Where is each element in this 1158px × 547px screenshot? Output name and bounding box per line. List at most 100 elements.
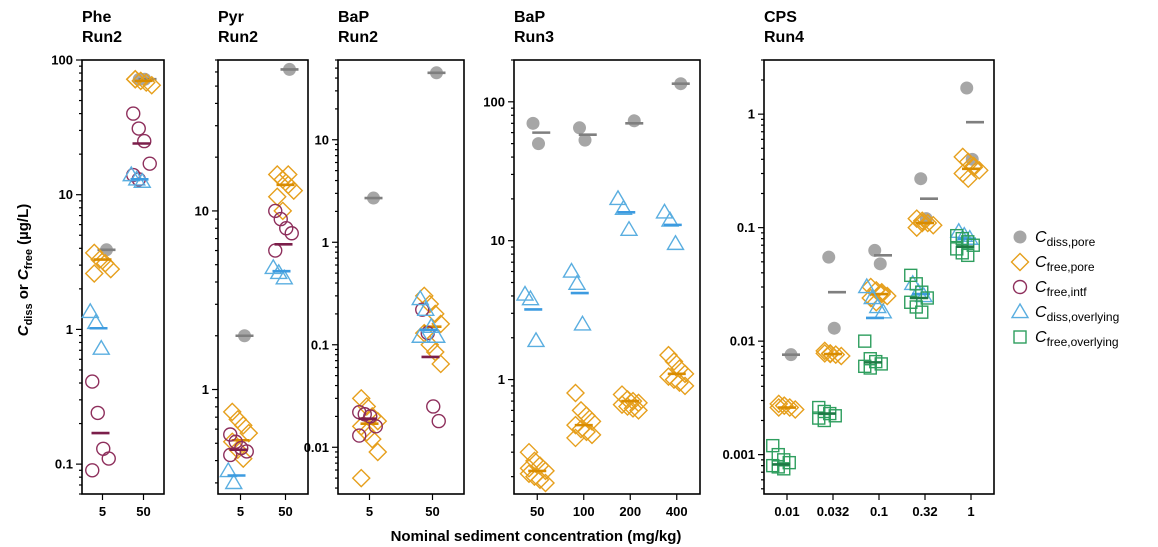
data-point-free-pore (233, 449, 253, 469)
data-point-free-intf (431, 413, 446, 429)
data-point-free-pore (131, 71, 151, 91)
data-point-free-pore (362, 429, 382, 449)
data-point-free-pore (519, 458, 539, 478)
data-point-diss-pore (822, 250, 836, 264)
panel-cps-run4: CPS Run4 0.001 0.01 0.1 1 0.01 0.032 0.1 0.32 1 (722, 9, 995, 519)
data-point-free-pore (912, 213, 932, 233)
data-point-free-pore (351, 468, 371, 488)
data-point-free-pore (918, 213, 938, 233)
legend-label-diss-overlying: Cdiss,overlying (1035, 304, 1119, 324)
data-point-free-pore (861, 277, 881, 297)
x-tick-label: 50 (530, 504, 544, 519)
y-tick-label: 10 (195, 203, 209, 218)
panel-title: CPS (764, 9, 797, 26)
panel-bap-run2: BaP Run2 0.01 0.1 1 10 5 50 (304, 9, 465, 519)
data-point-free-pore (664, 351, 684, 371)
data-point-diss-overlying (573, 314, 592, 331)
x-tick-label: 1 (967, 504, 974, 519)
legend-label-free-intf: Cfree,intf (1035, 279, 1087, 299)
panel-frame (217, 59, 309, 495)
data-point-free-pore (420, 294, 440, 314)
data-point-free-pore (125, 69, 145, 89)
panel-title: BaP (514, 9, 545, 26)
data-point-free-intf (268, 203, 283, 219)
data-point-diss-overlying (275, 268, 294, 285)
data-point-diss-overlying (608, 189, 628, 206)
data-point-diss-pore (526, 116, 540, 130)
panel-title: BaP (338, 9, 369, 26)
legend-marker-diss-overlying (1010, 302, 1030, 319)
data-point-free-pore (142, 75, 162, 95)
data-point-free-pore (820, 344, 840, 364)
data-point-free-pore (525, 467, 544, 487)
data-point-free-pore (675, 376, 695, 396)
panel-pyr-run2: Pyr Run2 1 10 5 50 (195, 9, 309, 519)
data-point-diss-pore (573, 121, 586, 135)
data-point-free-pore (284, 181, 304, 201)
panel-frame (337, 59, 465, 495)
data-point-free-pore (566, 383, 585, 403)
y-tick-label: 0.01 (730, 334, 755, 349)
data-point-free-pore (659, 345, 678, 365)
data-point-free-pore (222, 402, 242, 422)
data-point-free-pore (769, 394, 789, 414)
data-point-free-pore (233, 415, 253, 435)
data-point-free-intf (268, 243, 283, 258)
y-tick-label: 100 (483, 94, 505, 109)
data-point-free-overlying (777, 462, 791, 476)
data-point-free-pore (90, 250, 110, 270)
data-point-free-pore (278, 164, 298, 184)
data-point-free-pore (101, 259, 121, 279)
x-tick-label: 0.32 (912, 504, 937, 519)
data-point-free-pore (618, 397, 637, 416)
data-point-free-intf (426, 399, 441, 414)
data-point-free-intf (85, 374, 100, 389)
data-point-diss-overlying (614, 199, 633, 215)
data-point-diss-pore (873, 257, 887, 271)
data-point-diss-overlying (562, 262, 581, 278)
data-point-free-pore (566, 428, 585, 448)
y-tick-label: 0.01 (304, 440, 329, 455)
data-point-free-pore (826, 345, 846, 365)
legend: Cdiss,pore Cfree,pore Cfree,intf Cdiss,over… (1010, 229, 1119, 349)
data-point-free-intf (415, 302, 430, 317)
data-point-free-pore (577, 422, 596, 442)
x-tick-label: 50 (425, 504, 439, 519)
data-point-free-pore (566, 415, 585, 435)
data-point-diss-pore (827, 321, 841, 335)
x-tick-label: 0.032 (817, 504, 850, 519)
data-point-free-pore (866, 280, 886, 300)
y-tick-label: 10 (59, 187, 73, 202)
x-tick-label: 5 (366, 504, 373, 519)
data-point-free-pore (907, 209, 927, 229)
x-tick-label: 200 (619, 504, 641, 519)
data-point-diss-overlying (427, 327, 446, 343)
data-point-diss-overlying (526, 331, 546, 348)
data-point-diss-overlying (567, 274, 587, 291)
data-point-free-intf (352, 428, 367, 443)
data-point-free-intf (239, 444, 254, 459)
data-point-free-pore (368, 442, 388, 462)
data-point-diss-overlying (874, 302, 893, 319)
data-point-free-pore (912, 211, 932, 231)
data-point-free-pore (582, 411, 602, 431)
data-point-diss-pore (532, 137, 545, 151)
y-tick-label: 0.1 (311, 337, 329, 352)
data-point-free-pore (769, 398, 789, 418)
legend-label-free-overlying: Cfree,overlying (1035, 329, 1119, 349)
data-point-diss-pore (960, 81, 974, 95)
data-point-free-pore (431, 354, 451, 374)
data-point-free-pore (664, 370, 684, 390)
data-point-free-pore (815, 343, 835, 363)
data-point-free-pore (866, 292, 886, 312)
data-point-free-overlying (828, 409, 842, 423)
data-point-free-intf (137, 133, 152, 149)
data-point-free-pore (629, 400, 648, 420)
panel-subtitle: Run2 (82, 29, 122, 46)
data-point-free-pore (431, 314, 451, 334)
data-point-diss-overlying (521, 289, 540, 306)
data-point-free-pore (582, 425, 602, 445)
data-point-free-intf (90, 405, 105, 421)
data-point-free-pore (815, 341, 835, 361)
